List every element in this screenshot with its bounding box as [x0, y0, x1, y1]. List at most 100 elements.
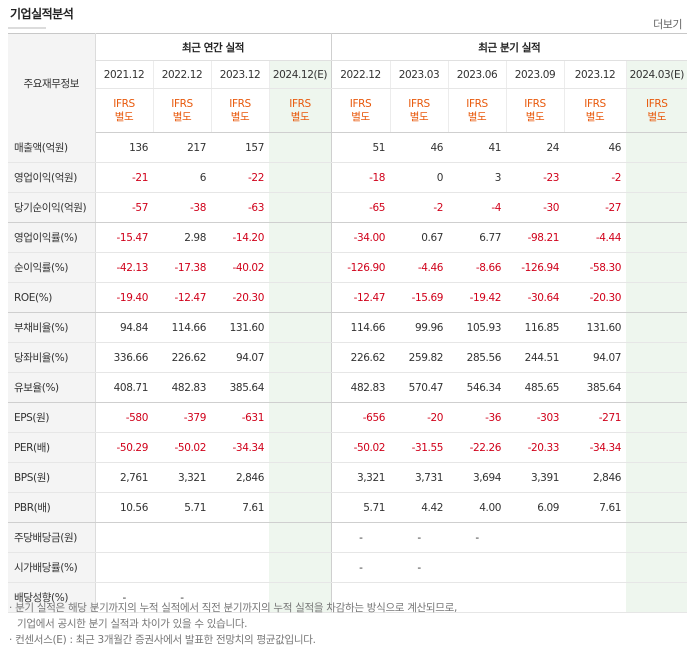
data-cell: -22.26 — [448, 432, 507, 463]
data-cell: 3,321 — [153, 462, 211, 493]
data-cell — [269, 402, 332, 433]
data-cell: 482.83 — [153, 372, 211, 403]
data-cell — [626, 312, 688, 343]
ifrs-basis: 별도 — [351, 110, 370, 123]
more-link[interactable]: 더보기 — [653, 18, 682, 31]
data-cell: -379 — [153, 402, 211, 433]
row-label: 영업이익률(%) — [8, 222, 96, 253]
data-cell — [564, 522, 627, 553]
data-cell — [330, 582, 391, 613]
data-cell: -656 — [330, 402, 391, 433]
row-label: 유보율(%) — [8, 372, 96, 403]
data-cell — [506, 582, 565, 613]
ifrs-label: IFRS — [466, 97, 488, 110]
data-cell — [269, 582, 332, 613]
financial-table: 주요재무정보 최근 연간 실적 최근 분기 실적 2021.12 2022.12 2… — [8, 33, 688, 613]
data-cell: -19.42 — [448, 282, 507, 313]
data-cell: -65 — [330, 192, 391, 223]
data-cell: 51 — [330, 132, 391, 163]
ifrs-badge: IFRS 별도 — [563, 88, 627, 133]
table-row: 유보율(%) 408.71 482.83 385.64 482.83 570.47 546.… — [8, 372, 688, 403]
data-cell: -631 — [211, 402, 269, 433]
row-label: BPS(원) — [8, 462, 96, 493]
data-cell: -4.46 — [390, 252, 449, 283]
data-cell: 24 — [506, 132, 565, 163]
data-cell — [269, 372, 332, 403]
data-cell: - — [390, 552, 449, 583]
data-cell: 116.85 — [506, 312, 565, 343]
data-cell — [626, 282, 688, 313]
data-cell — [506, 552, 565, 583]
data-cell: -38 — [153, 192, 211, 223]
period-header: 2023.03 — [389, 60, 449, 89]
table-row: 시가배당률(%) - - — [8, 552, 688, 583]
ifrs-label: IFRS — [113, 97, 135, 110]
data-cell — [269, 282, 332, 313]
data-cell: -34.00 — [330, 222, 391, 253]
period-header: 2024.12(E) — [268, 60, 332, 89]
data-cell: -42.13 — [95, 252, 153, 283]
row-label: 배당성향(%) — [8, 582, 96, 613]
row-label: 주당배당금(원) — [8, 522, 96, 553]
data-cell: 385.64 — [564, 372, 627, 403]
period-header: 2023.09 — [505, 60, 565, 89]
data-cell: 3,321 — [330, 462, 391, 493]
data-cell: -12.47 — [330, 282, 391, 313]
data-cell — [269, 192, 332, 223]
data-cell: 105.93 — [448, 312, 507, 343]
data-cell: -30.64 — [506, 282, 565, 313]
row-label: 순이익률(%) — [8, 252, 96, 283]
table-row: 당기순이익(억원) -57 -38 -63 -65 -2 -4 -30 -27 — [8, 192, 688, 223]
data-cell: -20 — [390, 402, 449, 433]
period-header: 2021.12 — [94, 60, 153, 89]
ifrs-badge: IFRS 별도 — [330, 88, 391, 133]
data-cell — [626, 462, 688, 493]
ifrs-basis: 별도 — [525, 110, 545, 123]
data-cell: 2.98 — [153, 222, 211, 253]
data-cell: - — [390, 522, 449, 553]
ifrs-label: IFRS — [229, 97, 251, 110]
ifrs-badge: IFRS 별도 — [268, 88, 332, 133]
data-cell: 94.07 — [564, 342, 627, 373]
row-label: 영업이익(억원) — [8, 162, 96, 193]
data-cell: 114.66 — [153, 312, 211, 343]
data-cell: 6.09 — [506, 492, 565, 523]
data-cell: - — [153, 582, 211, 613]
data-cell: -126.90 — [330, 252, 391, 283]
data-cell: - — [95, 582, 153, 613]
data-cell — [269, 522, 332, 553]
data-cell: -8.66 — [448, 252, 507, 283]
data-cell: 226.62 — [330, 342, 391, 373]
data-cell — [626, 162, 688, 193]
table-row: PBR(배) 10.56 5.71 7.61 5.71 4.42 4.00 6.09 7.61 — [8, 492, 688, 523]
data-cell: 2,761 — [95, 462, 153, 493]
data-cell: -15.47 — [95, 222, 153, 253]
data-cell: -50.02 — [153, 432, 211, 463]
data-cell: -271 — [564, 402, 627, 433]
data-cell: 41 — [448, 132, 507, 163]
data-cell: -2 — [390, 192, 449, 223]
data-cell: 7.61 — [564, 492, 627, 523]
ifrs-label: IFRS — [646, 97, 668, 110]
data-cell: 114.66 — [330, 312, 391, 343]
data-cell: 336.66 — [95, 342, 153, 373]
table-row: 주당배당금(원) - - - — [8, 522, 688, 553]
period-header: 2023.06 — [447, 60, 507, 89]
ifrs-badge: IFRS 별도 — [505, 88, 565, 133]
data-cell — [626, 132, 688, 163]
data-cell — [269, 312, 332, 343]
period-header-row: 2021.12 2022.12 2023.12 2024.12(E) 2022.12 20… — [8, 60, 688, 89]
ifrs-label: IFRS — [408, 97, 430, 110]
data-cell — [269, 432, 332, 463]
footnote-1: · 분기 실적은 해당 분기까지의 누적 실적에서 직전 분기까지의 누적 실적… — [9, 602, 458, 614]
data-cell: -63 — [211, 192, 269, 223]
data-cell: 5.71 — [153, 492, 211, 523]
data-cell: 4.00 — [448, 492, 507, 523]
data-cell: 131.60 — [211, 312, 269, 343]
data-cell: 2,846 — [211, 462, 269, 493]
data-cell: -98.21 — [506, 222, 565, 253]
data-cell — [269, 162, 332, 193]
data-cell — [269, 222, 332, 253]
ifrs-badge: IFRS 별도 — [389, 88, 449, 133]
table-row: ROE(%) -19.40 -12.47 -20.30 -12.47 -15.69 -19.… — [8, 282, 688, 313]
